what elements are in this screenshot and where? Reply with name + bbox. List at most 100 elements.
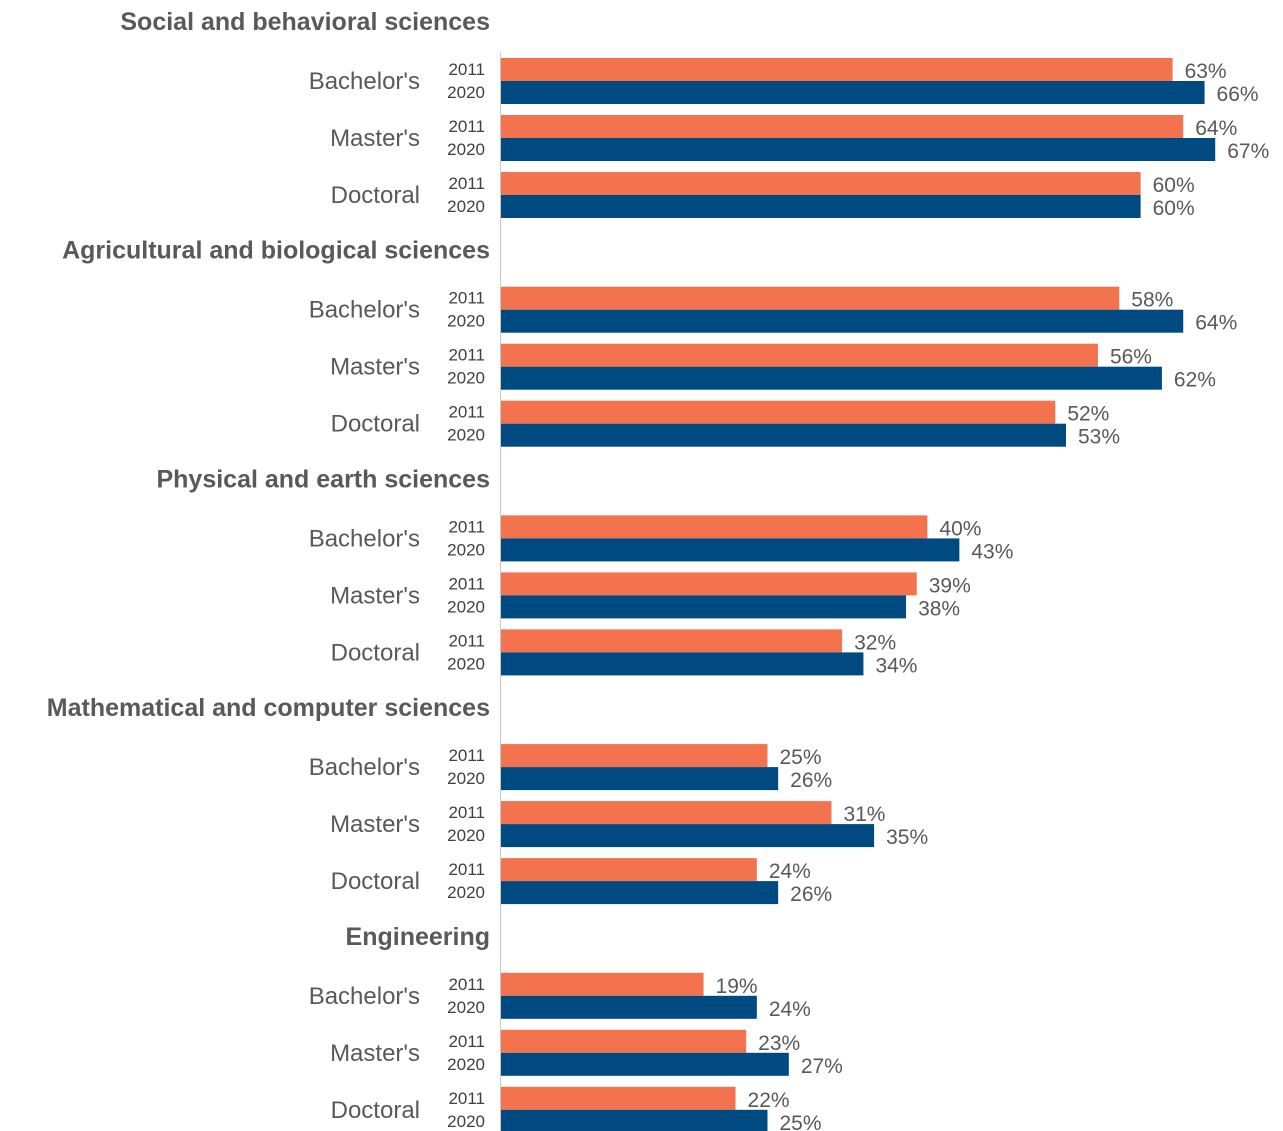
bar-2011 [501, 286, 1120, 310]
bar-2020 [501, 538, 960, 562]
data-label: 24% [769, 998, 811, 1021]
data-label: 67% [1227, 140, 1269, 163]
data-label: 62% [1174, 369, 1216, 392]
data-label: 64% [1195, 312, 1237, 335]
degree-label: Master's [330, 811, 420, 838]
bar-2011 [501, 629, 843, 653]
group-title: Physical and earth sciences [156, 465, 490, 493]
group-title: Agricultural and biological sciences [62, 237, 490, 265]
year-label: 2020 [447, 312, 485, 331]
degree-label: Doctoral [331, 868, 420, 895]
bar-2011 [501, 744, 768, 768]
bar-2011 [501, 115, 1184, 138]
data-label: 60% [1153, 197, 1195, 220]
data-label: 22% [748, 1089, 790, 1112]
data-label: 25% [780, 1112, 822, 1131]
year-label: 2020 [447, 597, 485, 616]
year-label: 2020 [447, 369, 485, 388]
year-label: 2020 [447, 426, 485, 445]
data-label: 26% [790, 769, 832, 792]
bar-2011 [501, 515, 928, 539]
year-label: 2020 [447, 998, 485, 1017]
data-label: 43% [971, 540, 1013, 563]
data-label: 66% [1217, 83, 1259, 106]
data-label: 27% [801, 1055, 843, 1078]
degree-label: Bachelor's [309, 754, 420, 781]
bar-2020 [501, 824, 875, 848]
data-label: 40% [939, 517, 981, 540]
year-label: 2020 [447, 197, 485, 216]
bar-2011 [501, 343, 1098, 367]
year-label: 2011 [448, 803, 485, 822]
bar-2020 [501, 995, 757, 1019]
year-label: 2011 [448, 346, 485, 365]
data-label: 56% [1110, 346, 1152, 369]
degree-label: Bachelor's [309, 297, 420, 324]
year-label: 2020 [447, 1055, 485, 1074]
data-label: 25% [780, 746, 822, 769]
bar-2020 [501, 81, 1205, 104]
degree-label: Doctoral [331, 639, 420, 666]
group-title: Mathematical and computer sciences [47, 694, 490, 722]
bar-2020 [501, 595, 907, 619]
bar-2020 [501, 423, 1066, 447]
data-label: 60% [1153, 174, 1195, 197]
data-label: 23% [758, 1032, 800, 1055]
bar-2011 [501, 572, 917, 596]
group-title: Social and behavioral sciences [120, 8, 490, 36]
year-label: 2020 [447, 540, 485, 559]
bar-2020 [501, 767, 779, 791]
degree-label: Bachelor's [309, 68, 420, 95]
year-label: 2011 [448, 174, 485, 193]
data-label: 26% [790, 883, 832, 906]
year-label: 2011 [448, 860, 485, 879]
data-label: 53% [1078, 426, 1120, 449]
bar-2011 [501, 801, 832, 825]
bar-2020 [501, 652, 864, 676]
data-label: 63% [1185, 60, 1227, 83]
year-label: 2020 [447, 1112, 485, 1131]
bar-2020 [501, 366, 1162, 390]
year-label: 2011 [448, 289, 485, 308]
year-label: 2011 [448, 1089, 485, 1108]
year-label: 2011 [448, 1032, 485, 1051]
bar-2020 [501, 1109, 768, 1131]
bar-2011 [501, 1086, 736, 1110]
year-label: 2011 [448, 403, 485, 422]
data-label: 39% [929, 574, 971, 597]
data-label: 31% [843, 803, 885, 826]
bar-2011 [501, 1029, 747, 1053]
data-label: 38% [918, 597, 960, 620]
bar-2020 [501, 195, 1141, 218]
degree-label: Doctoral [331, 1097, 420, 1124]
group-title: Engineering [346, 923, 490, 951]
degree-label: Master's [330, 582, 420, 609]
year-label: 2020 [447, 826, 485, 845]
data-label: 64% [1195, 117, 1237, 140]
year-label: 2020 [447, 654, 485, 673]
data-label: 34% [875, 654, 917, 677]
year-label: 2011 [448, 117, 485, 136]
year-label: 2020 [447, 140, 485, 159]
year-label: 2011 [448, 517, 485, 536]
degree-label: Master's [330, 1040, 420, 1067]
data-label: 24% [769, 860, 811, 883]
year-label: 2011 [448, 746, 485, 765]
degree-label: Master's [330, 125, 420, 152]
bar-2011 [501, 858, 757, 882]
bar-2011 [501, 400, 1056, 424]
bar-2020 [501, 309, 1184, 333]
year-label: 2011 [448, 574, 485, 593]
data-label: 58% [1131, 289, 1173, 312]
data-label: 35% [886, 826, 928, 849]
bar-2020 [501, 138, 1216, 161]
year-label: 2011 [448, 60, 485, 79]
year-label: 2020 [447, 83, 485, 102]
bar-2020 [501, 1052, 789, 1076]
bar-2011 [501, 172, 1141, 195]
year-label: 2020 [447, 883, 485, 902]
degree-label: Master's [330, 354, 420, 381]
bar-2011 [501, 58, 1173, 81]
degree-label: Doctoral [331, 182, 420, 209]
